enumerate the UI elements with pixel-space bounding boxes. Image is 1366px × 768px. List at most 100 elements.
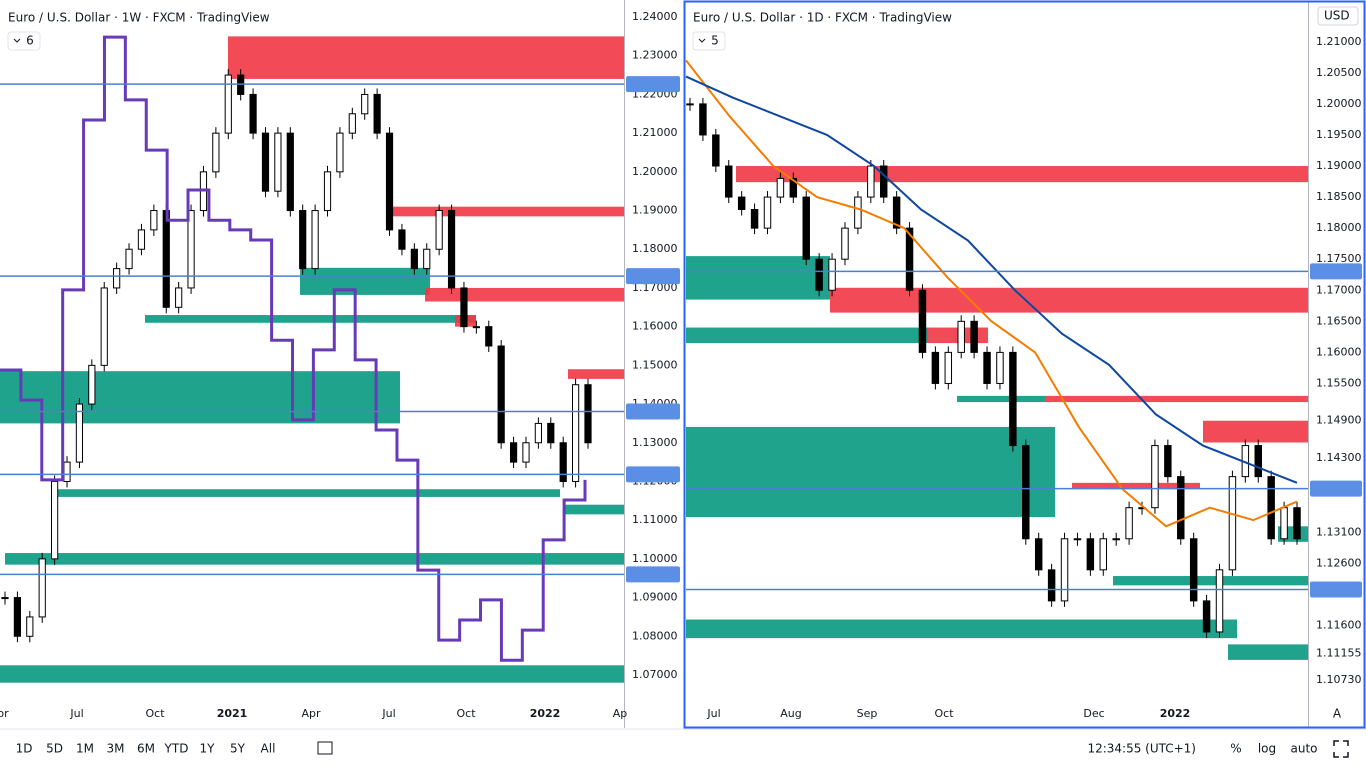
- candle: [447, 210, 456, 289]
- price-label-box: [626, 566, 680, 583]
- candle: [75, 403, 84, 463]
- scale-mode[interactable]: A: [1333, 707, 1342, 721]
- time-label: Dec: [1083, 707, 1104, 720]
- zone: [1203, 420, 1308, 443]
- zone: [830, 287, 1308, 313]
- price-label-box: [1310, 581, 1362, 598]
- candle: [1073, 538, 1082, 541]
- indicator-toggle[interactable]: [692, 31, 726, 51]
- indicator-line: [0, 35, 587, 662]
- price-tick-label: 1.10000: [632, 552, 678, 565]
- candle: [137, 229, 146, 250]
- candle: [957, 320, 965, 353]
- indicator-count[interactable]: 5: [711, 34, 719, 48]
- range-button[interactable]: 3M: [107, 742, 125, 756]
- candle: [175, 287, 183, 308]
- candle: [1293, 507, 1301, 540]
- candle: [522, 442, 530, 463]
- zone: [736, 166, 1308, 183]
- time-label: Sep: [857, 707, 878, 720]
- candle: [460, 287, 468, 328]
- currency[interactable]: USD: [1324, 9, 1350, 23]
- price-tick-label: 1.20000: [1316, 97, 1362, 110]
- candle: [1267, 476, 1275, 540]
- candle: [737, 196, 746, 210]
- price-label-box: [626, 403, 680, 420]
- candle: [699, 103, 707, 136]
- candle: [559, 442, 567, 482]
- fullscreen-icon[interactable]: [1333, 740, 1349, 758]
- candle: [410, 248, 418, 270]
- price-tick-label: 1.19500: [1316, 128, 1362, 141]
- price-label-box: [1310, 263, 1362, 280]
- zone: [55, 489, 560, 497]
- candle: [1060, 538, 1069, 602]
- price-tick-label: 1.14900: [1316, 414, 1362, 427]
- price-tick-label: 1.18000: [632, 242, 678, 255]
- time-label: 2022: [1160, 707, 1191, 720]
- zone: [1072, 482, 1200, 490]
- candle: [26, 616, 34, 637]
- price-tick-label: 1.19000: [1316, 159, 1362, 172]
- candle: [63, 461, 71, 482]
- candle: [1112, 538, 1120, 541]
- candle: [763, 196, 772, 229]
- indicator-count[interactable]: 6: [26, 34, 34, 48]
- price-tick-label: 1.24000: [632, 10, 678, 23]
- currency-box[interactable]: [1317, 6, 1359, 26]
- candle: [423, 248, 431, 270]
- candle: [398, 229, 406, 250]
- range-button[interactable]: 5Y: [230, 742, 246, 756]
- chart-title: Euro / U.S. Dollar · 1W · FXCM · Trading…: [8, 11, 270, 25]
- candle: [879, 165, 888, 198]
- candle: [867, 165, 875, 198]
- range-button[interactable]: 1Y: [200, 742, 216, 756]
- zone: [228, 36, 624, 79]
- zone: [686, 327, 928, 344]
- price-tick-label: 1.09000: [632, 591, 678, 604]
- zone: [390, 206, 624, 217]
- zone: [300, 267, 430, 295]
- candle: [944, 351, 953, 384]
- candle: [212, 132, 220, 173]
- auto-toggle[interactable]: auto: [1290, 742, 1317, 756]
- candle: [311, 210, 319, 270]
- weekly-chart: 1.240001.230001.220001.210001.200001.190…: [0, 0, 680, 728]
- price-tick-label: 1.11000: [632, 513, 678, 526]
- range-button[interactable]: YTD: [164, 742, 189, 756]
- candle: [1034, 538, 1043, 571]
- daily-chart: 1.21000 1.20500 1.20000 1.19500 1.19000 1.185…: [685, 2, 1362, 727]
- price-tick-label: 1.10730: [1316, 673, 1362, 686]
- price-label-box: [1310, 480, 1362, 497]
- zone: [686, 426, 1055, 518]
- candle: [88, 364, 96, 405]
- range-button[interactable]: 1D: [16, 742, 33, 756]
- price-tick-label: 1.07000: [632, 668, 678, 681]
- candle: [385, 132, 394, 231]
- price-label-box: [626, 268, 680, 285]
- range-button[interactable]: 5D: [46, 742, 63, 756]
- calendar-icon[interactable]: [317, 741, 333, 755]
- log-toggle[interactable]: log: [1258, 742, 1276, 756]
- price-tick-label: 1.17000: [1316, 283, 1362, 296]
- candle: [336, 132, 344, 173]
- range-button[interactable]: All: [261, 742, 276, 756]
- candle: [125, 248, 133, 270]
- candle: [547, 422, 555, 444]
- chart-title: Euro / U.S. Dollar · 1D · FXCM · Trading…: [693, 11, 952, 25]
- candle: [1086, 538, 1095, 571]
- candle: [983, 351, 991, 384]
- candle: [776, 177, 785, 198]
- time-label: Oct: [934, 707, 954, 720]
- range-button[interactable]: 1M: [76, 742, 94, 756]
- range-button[interactable]: 6M: [137, 742, 155, 756]
- time-label: Jul: [69, 707, 83, 720]
- zone: [1045, 395, 1308, 403]
- indicator-toggle[interactable]: [7, 31, 41, 51]
- percent-toggle[interactable]: %: [1230, 742, 1241, 756]
- candle: [892, 196, 901, 229]
- price-tick-label: 1.21000: [632, 126, 678, 139]
- candle: [323, 171, 332, 212]
- candle: [162, 210, 170, 308]
